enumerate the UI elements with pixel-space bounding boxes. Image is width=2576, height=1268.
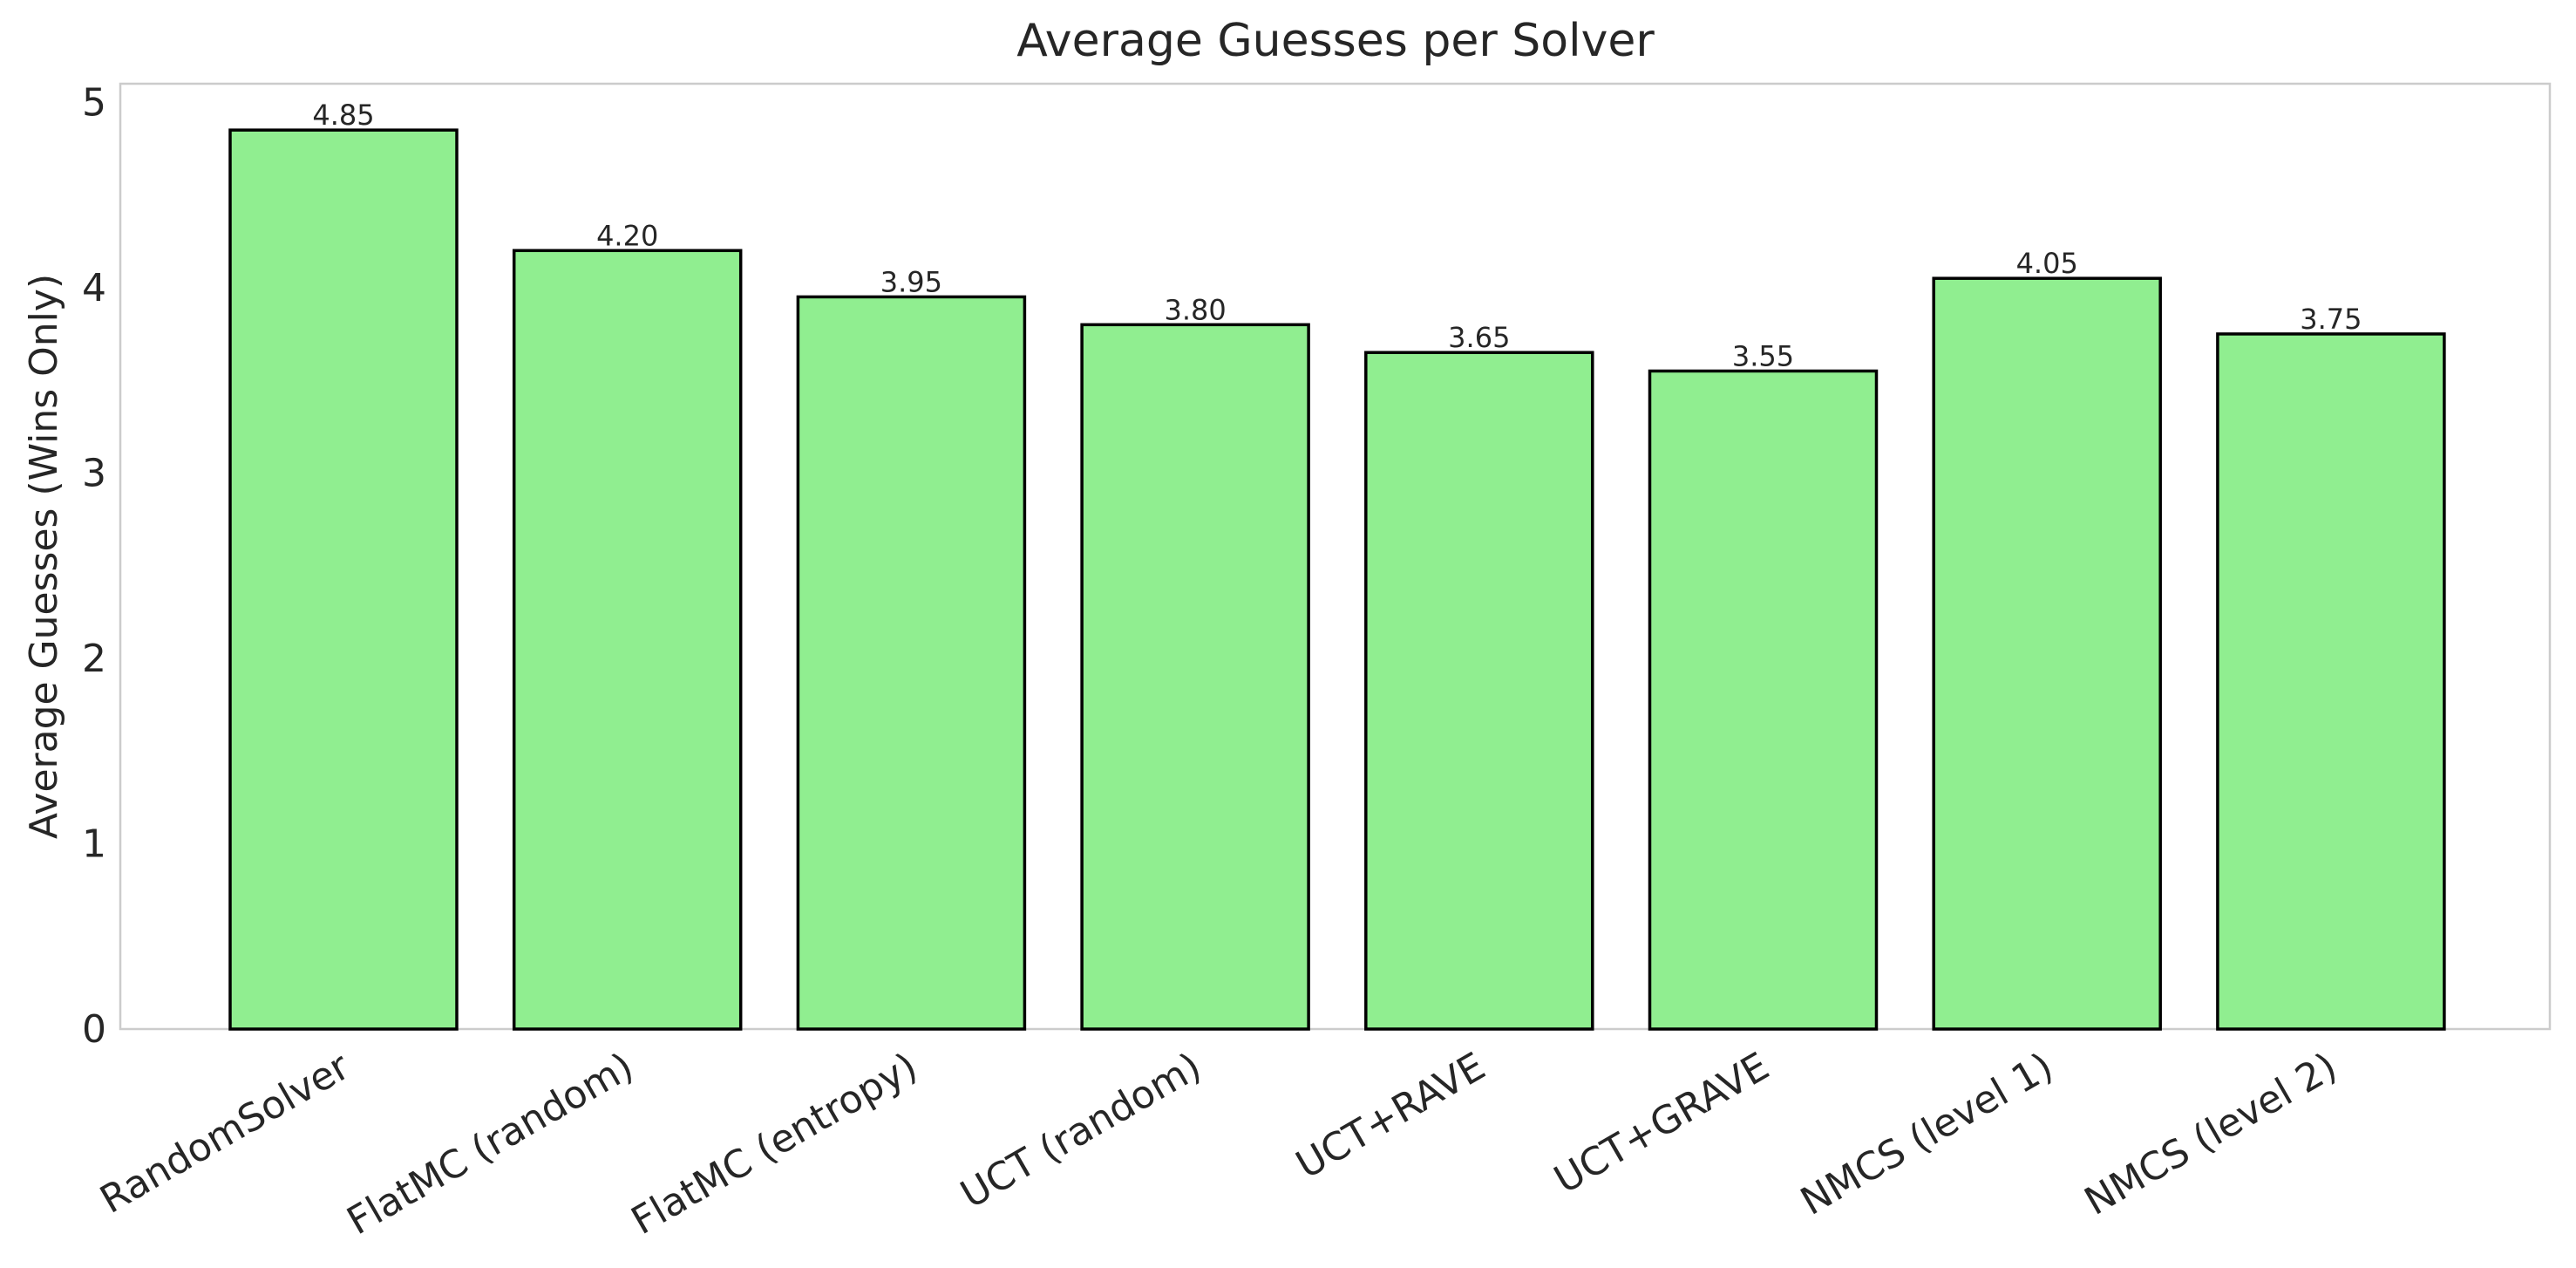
bar-value-label: 3.80 (1164, 293, 1226, 326)
bar-value-label: 4.20 (596, 219, 658, 252)
chart-title: Average Guesses per Solver (1016, 15, 1655, 67)
y-tick-label: 2 (82, 637, 106, 681)
bar (228, 128, 459, 1031)
bar-value-label: 4.05 (2016, 247, 2078, 280)
bar (1932, 276, 2162, 1031)
bar (1364, 351, 1594, 1031)
bar (1080, 323, 1310, 1031)
y-axis-title: Average Guesses (Wins Only) (22, 274, 66, 839)
y-tick-label: 0 (82, 1007, 106, 1052)
bar (796, 295, 1027, 1031)
bar-value-label: 3.95 (880, 265, 942, 298)
axes-frame (119, 82, 2552, 1031)
y-tick-label: 3 (82, 451, 106, 495)
bar (512, 249, 743, 1031)
bar-value-label: 3.55 (1732, 339, 1794, 372)
bar-value-label: 3.65 (1448, 321, 1510, 354)
bar (2216, 332, 2446, 1031)
y-tick-label: 1 (82, 821, 106, 866)
y-tick-label: 5 (82, 80, 106, 125)
bar (1648, 369, 1879, 1031)
bar-value-label: 4.85 (312, 99, 374, 132)
y-tick-label: 4 (82, 266, 106, 310)
bar-value-label: 3.75 (2300, 303, 2362, 336)
